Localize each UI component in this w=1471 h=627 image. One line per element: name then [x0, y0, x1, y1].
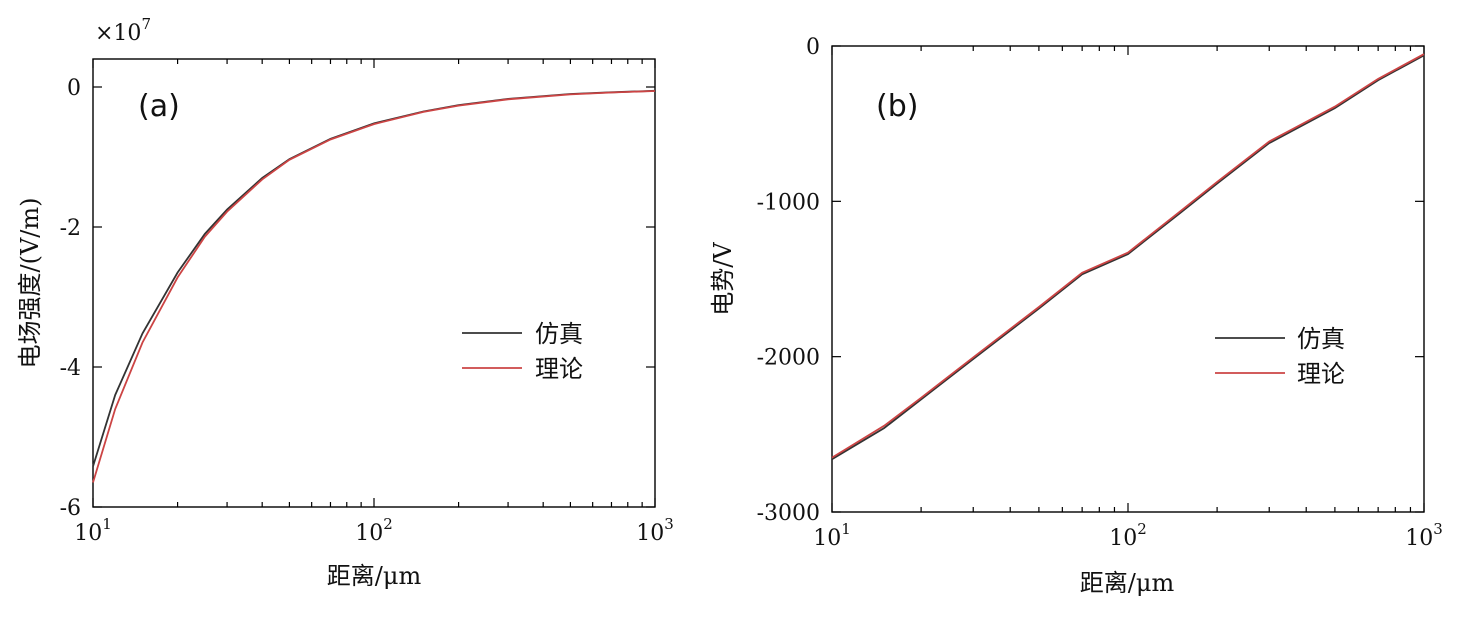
x-tick-label-base: 10 — [1109, 526, 1137, 551]
legend-label: 理论 — [1297, 360, 1345, 388]
y-multiplier-base: ×10 — [95, 21, 141, 46]
y-tick-label: 0 — [67, 76, 81, 101]
x-axis-label: 距离/μm — [1080, 569, 1175, 597]
x-tick-label-exponent: 3 — [664, 515, 674, 533]
x-tick-label-exponent: 3 — [1433, 520, 1443, 538]
y-tick-label: -2 — [60, 216, 81, 241]
x-tick-label-exponent: 1 — [102, 515, 112, 533]
x-tick-label: 103 — [1405, 520, 1443, 551]
y-multiplier-exponent: 7 — [141, 15, 151, 33]
series-line-1 — [92, 90, 656, 483]
y-tick-label: 0 — [806, 35, 820, 60]
legend-label: 理论 — [535, 355, 583, 383]
plot-frame — [92, 58, 656, 508]
x-tick-label: 102 — [1109, 520, 1147, 551]
y-tick-label: -3000 — [757, 501, 820, 526]
x-tick-label-exponent: 2 — [1137, 520, 1147, 538]
x-tick-label: 101 — [74, 515, 112, 546]
x-tick-label-exponent: 2 — [383, 515, 393, 533]
x-tick-label-base: 10 — [355, 521, 383, 546]
y-tick-label: -4 — [60, 356, 81, 381]
plot-frame — [831, 45, 1425, 513]
y-axis-label: 电势/V — [709, 242, 737, 316]
panel-label: (b) — [876, 89, 918, 124]
y-multiplier: ×107 — [95, 15, 151, 46]
y-tick-label: -2000 — [757, 346, 820, 371]
y-tick-label: -6 — [60, 496, 81, 521]
x-tick-label-base: 10 — [636, 521, 664, 546]
x-tick-label: 103 — [636, 515, 674, 546]
x-tick-label-exponent: 1 — [841, 520, 851, 538]
x-axis-label: 距离/μm — [327, 562, 422, 590]
y-axis-label: 电场强度/(V/m) — [16, 198, 44, 369]
x-tick-label: 101 — [813, 520, 851, 551]
panel-b: 101 102 1030-1000-2000-3000(b)距离/μm电势/V仿真理… — [709, 35, 1443, 597]
panel-label: (a) — [138, 89, 180, 124]
series-line-0 — [831, 54, 1425, 460]
x-tick-label: 102 — [355, 515, 393, 546]
legend-label: 仿真 — [1297, 325, 1345, 353]
legend-label: 仿真 — [535, 320, 583, 348]
x-tick-label-base: 10 — [74, 521, 102, 546]
y-tick-label: -1000 — [757, 190, 820, 215]
x-tick-label-base: 10 — [813, 526, 841, 551]
x-tick-label-base: 10 — [1405, 526, 1433, 551]
series-line-1 — [831, 53, 1425, 459]
